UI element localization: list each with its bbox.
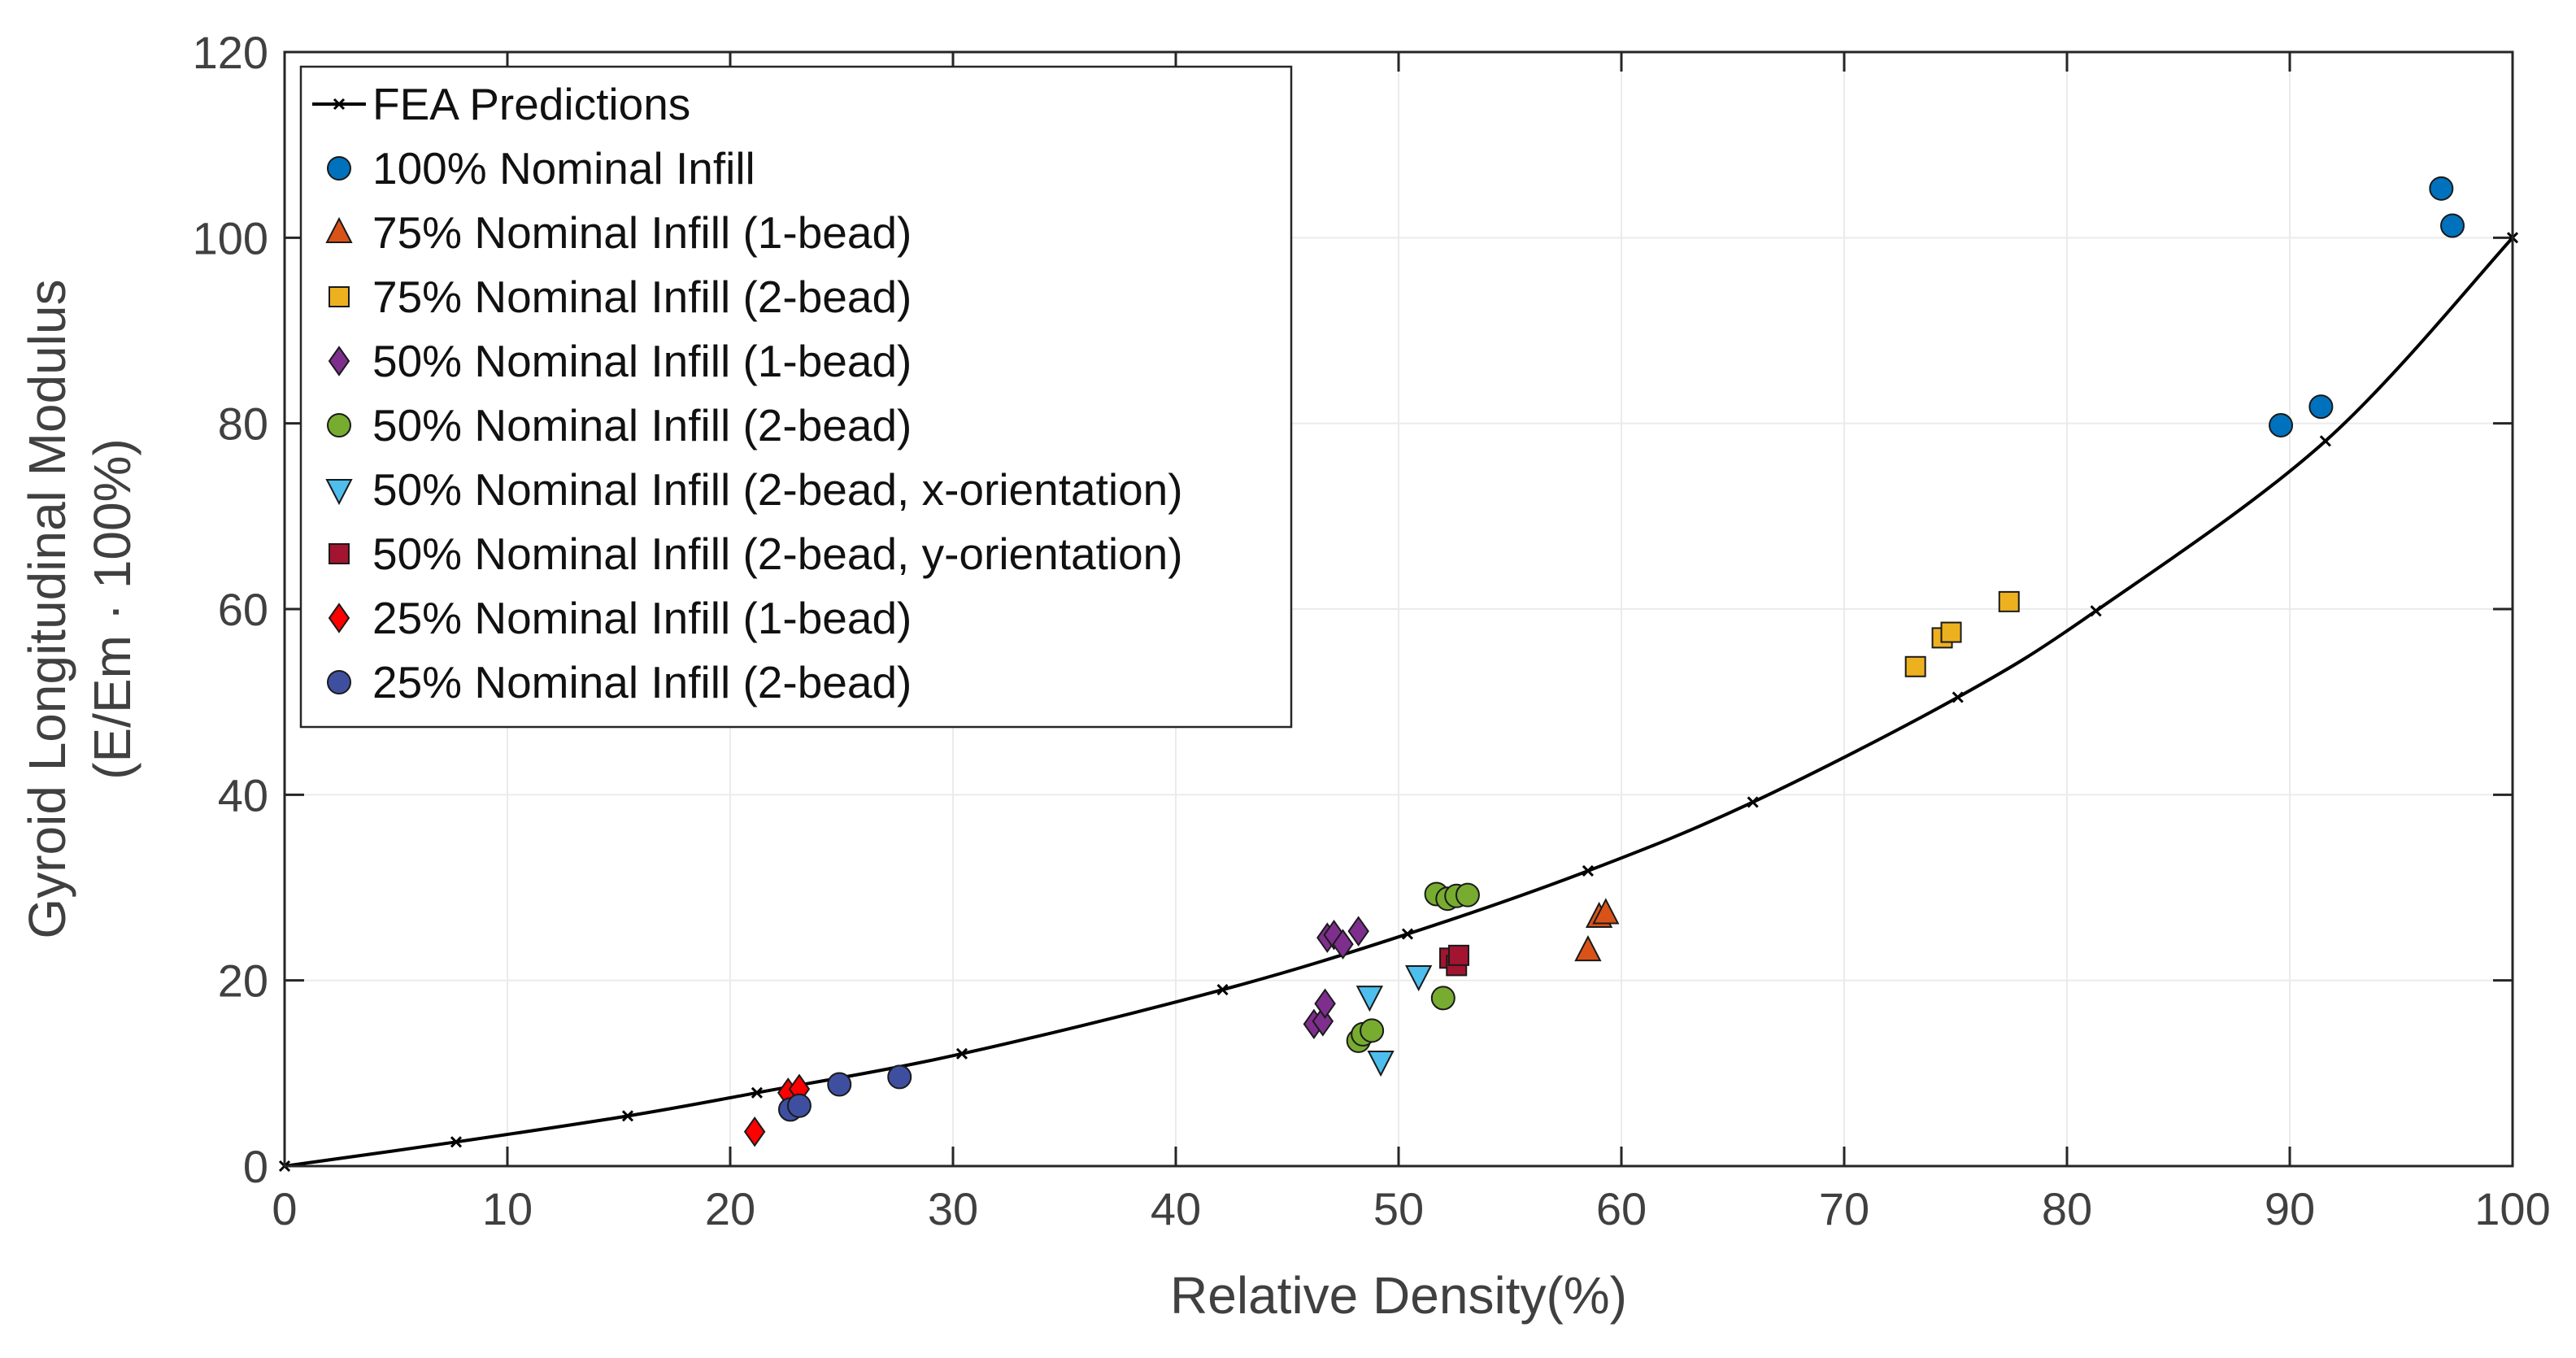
data-point [1355, 986, 1384, 1012]
legend-marker-swatch [329, 543, 350, 564]
fea-node-marker [621, 1110, 634, 1122]
data-markers [743, 176, 2465, 1147]
x-axis-label: Relative Density(%) [1170, 1266, 1627, 1325]
legend-entry-label: 100% Nominal Infill [372, 143, 755, 194]
data-point [1447, 944, 1469, 966]
legend-marker-swatch [325, 216, 353, 243]
data-point [1332, 929, 1354, 960]
x-tick-label: 90 [2265, 1183, 2315, 1234]
legend-marker-swatch [329, 286, 350, 307]
legend-marker-swatch [327, 413, 351, 437]
legend-marker-swatch [325, 479, 353, 506]
y-tick-label: 120 [193, 27, 268, 78]
legend-entry-label: 50% Nominal Infill (2-bead, y-orientatio… [372, 529, 1183, 579]
legend: FEA Predictions 100% Nominal Infill 75% No… [299, 65, 1293, 729]
fea-node-marker [1401, 928, 1414, 940]
tick-labels: 0 10 20 30 40 50 60 70 80 90 100 0 20 40 60 80 100 120 [193, 27, 2551, 1234]
x-tick-label: 10 [482, 1183, 533, 1234]
fea-node-marker [955, 1047, 968, 1060]
legend-entry-label: 25% Nominal Infill (1-bead) [372, 593, 912, 643]
x-tick-label: 100 [2474, 1183, 2550, 1234]
data-point [887, 1064, 912, 1090]
y-axis-label: Gyroid Longitudinal Modulus (E/Em · 100%… [18, 279, 141, 938]
fea-node-marker [2090, 605, 2102, 617]
legend-entry-label: 50% Nominal Infill (2-bead, x-orientatio… [372, 464, 1183, 515]
fea-node-marker [1216, 984, 1229, 996]
x-tick-label: 60 [1596, 1183, 1647, 1234]
x-tick-label: 20 [705, 1183, 755, 1234]
data-point [1998, 590, 2020, 612]
plot-frame [283, 50, 2514, 1168]
x-tick-label: 50 [1373, 1183, 1424, 1234]
fea-node-marker [1952, 691, 1964, 703]
fea-node-marker [2319, 435, 2331, 447]
x-tick-label: 80 [2042, 1183, 2092, 1234]
data-point [743, 1116, 766, 1147]
data-point [1940, 621, 1962, 643]
legend-marker-swatch [327, 670, 351, 694]
legend-entry-label: 50% Nominal Infill (1-bead) [372, 336, 912, 386]
legend-entry-label: 75% Nominal Infill (2-bead) [372, 272, 912, 322]
legend-marker-swatch [328, 346, 350, 376]
data-point [1314, 988, 1336, 1019]
fea-predictions-line [284, 236, 2514, 1168]
fea-node-marker [450, 1136, 463, 1148]
y-axis-label-line-2: (E/Em · 100%) [83, 438, 141, 780]
x-tick-label: 70 [1819, 1183, 1869, 1234]
data-point [1574, 934, 1602, 962]
legend-marker-swatch [327, 156, 351, 181]
x-tick-label: 30 [928, 1183, 978, 1234]
data-point [827, 1072, 852, 1097]
legend-box [299, 65, 1293, 729]
y-tick-label: 60 [218, 584, 268, 635]
data-point [1367, 1050, 1395, 1077]
y-tick-label: 40 [218, 769, 268, 820]
fea-node-marker [751, 1086, 763, 1099]
fea-node-marker [1582, 864, 1594, 877]
legend-entry-label: 75% Nominal Infill (1-bead) [372, 207, 912, 258]
legend-entry-label: FEA Predictions [372, 79, 690, 129]
fea-node-marker [1747, 796, 1759, 808]
y-tick-label: 100 [193, 212, 268, 263]
data-point [2308, 394, 2334, 420]
y-tick-label: 20 [218, 955, 268, 1007]
data-point [1405, 964, 1433, 992]
data-point [1455, 882, 1480, 908]
legend-entry-label: 50% Nominal Infill (2-bead) [372, 400, 912, 450]
y-tick-label: 0 [243, 1141, 268, 1192]
data-point [1430, 986, 1456, 1011]
legend-node-swatch [333, 98, 346, 111]
data-point [1347, 916, 1369, 947]
data-point [1592, 898, 1620, 925]
legend-entry-label: 25% Nominal Infill (2-bead) [372, 657, 912, 707]
legend-marker-swatch [328, 603, 350, 633]
data-point [2269, 412, 2294, 437]
data-point [1360, 1018, 1385, 1043]
x-tick-label: 40 [1151, 1183, 1201, 1234]
data-point [1904, 655, 1926, 677]
x-tick-label: 0 [272, 1183, 297, 1234]
y-tick-label: 80 [218, 398, 268, 450]
data-point [2440, 213, 2465, 238]
y-axis-label-line-1: Gyroid Longitudinal Modulus [18, 279, 76, 938]
data-point [2429, 176, 2454, 201]
data-point [786, 1093, 812, 1118]
